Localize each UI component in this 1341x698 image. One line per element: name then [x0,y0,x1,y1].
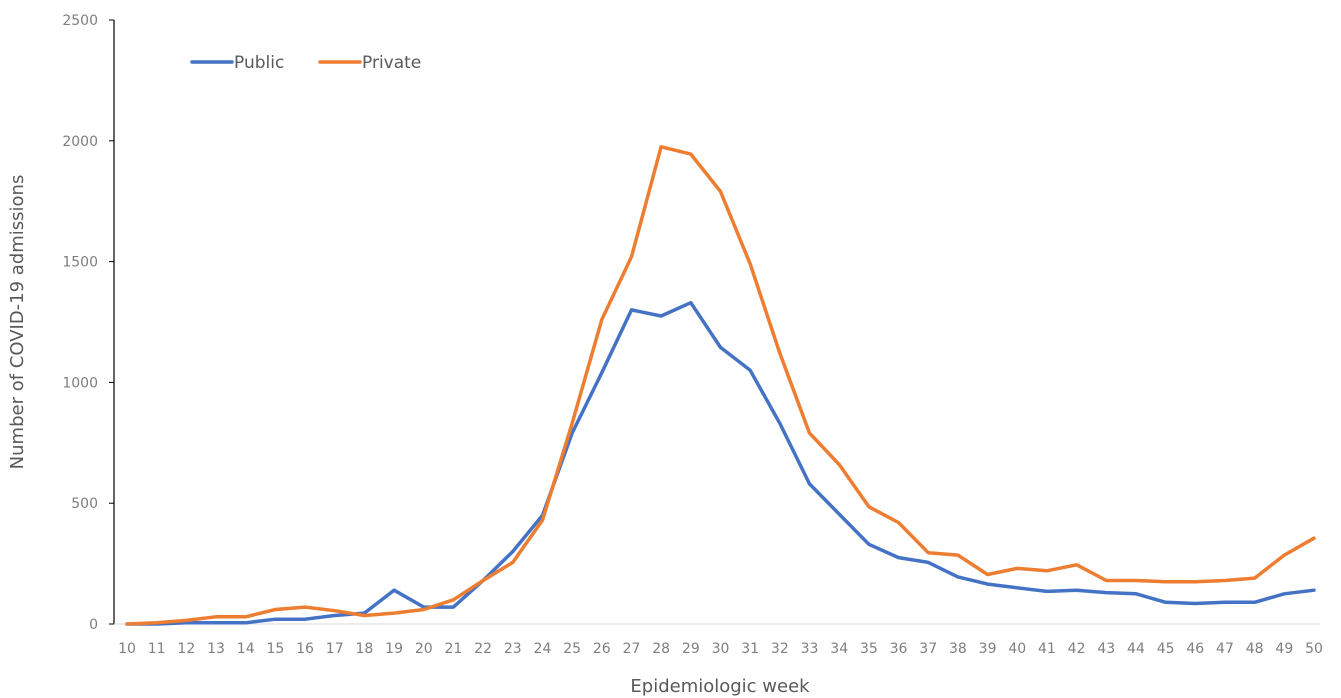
x-tick-label: 40 [1008,641,1026,657]
x-tick-label: 20 [415,641,433,657]
y-axis: 0 500 1000 1500 2000 2500 [62,13,115,633]
x-tick-label: 47 [1216,641,1234,657]
y-axis-title: Number of COVID-19 admissions [7,175,28,470]
x-tick-label: 45 [1157,641,1175,657]
x-tick-label: 26 [593,641,611,657]
legend: Public Private [190,53,421,73]
x-tick-label: 27 [623,641,641,657]
series-line-public [125,300,1316,626]
x-tick-label: 22 [474,641,492,657]
x-tick-label: 21 [445,641,463,657]
x-tick-label: 15 [266,641,284,657]
x-tick-label: 46 [1186,641,1204,657]
x-tick-label: 24 [534,641,552,657]
y-tick-label: 0 [89,617,98,633]
x-tick-label: 44 [1127,641,1145,657]
y-tick-label: 2500 [62,13,98,29]
x-tick-label: 31 [741,641,759,657]
x-tick-label: 33 [801,641,819,657]
x-tick-label: 48 [1246,641,1264,657]
y-tick-label: 2000 [62,134,98,150]
x-axis-title: Epidemiologic week [630,676,810,697]
x-tick-label: 18 [355,641,373,657]
x-tick-label: 10 [118,641,136,657]
x-tick-label: 12 [177,641,195,657]
legend-label-private: Private [362,53,421,73]
y-tick-label: 500 [71,496,98,512]
x-tick-label: 23 [504,641,522,657]
x-tick-label: 25 [563,641,581,657]
x-tick-label: 43 [1097,641,1115,657]
x-tick-label: 16 [296,641,314,657]
x-tick-label: 38 [949,641,967,657]
x-tick-label: 29 [682,641,700,657]
series-lines [125,145,1316,626]
x-tick-label: 32 [771,641,789,657]
x-tick-label: 39 [979,641,997,657]
legend-label-public: Public [234,53,284,73]
x-axis: 10 11 12 13 14 15 16 17 18 19 20 21 22 23 24 25 26 27 28 29… [114,623,1323,657]
x-tick-label: 37 [919,641,937,657]
x-tick-label: 41 [1038,641,1056,657]
x-tick-label: 34 [830,641,848,657]
x-tick-label: 36 [890,641,908,657]
y-tick-label: 1500 [62,255,98,271]
x-tick-label: 42 [1068,641,1086,657]
x-tick-label: 50 [1305,641,1323,657]
y-tick-label: 1000 [62,375,98,391]
x-tick-label: 17 [326,641,344,657]
x-tick-label: 35 [860,641,878,657]
x-tick-label: 11 [148,641,166,657]
x-tick-label: 30 [712,641,730,657]
x-tick-label: 14 [237,641,255,657]
x-tick-label: 19 [385,641,403,657]
x-tick-label: 49 [1275,641,1293,657]
x-tick-label: 13 [207,641,225,657]
series-line-private [125,145,1316,626]
x-tick-label: 28 [652,641,670,657]
